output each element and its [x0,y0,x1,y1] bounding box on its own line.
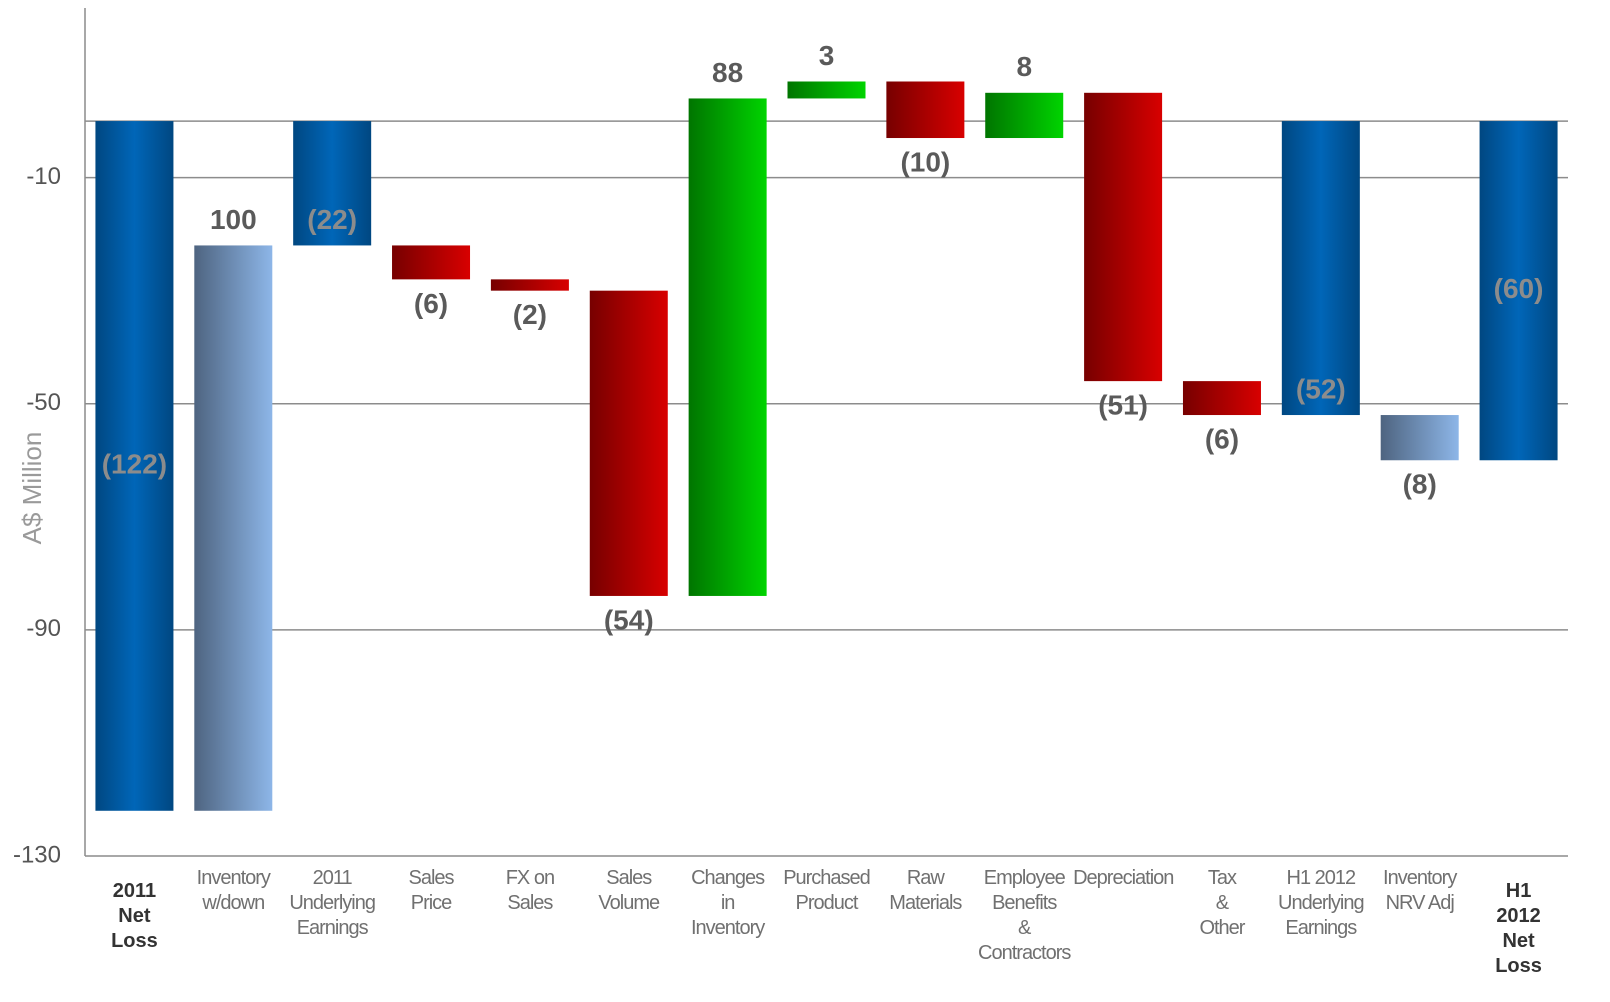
value-label: (122) [102,448,167,479]
bar [688,98,767,596]
value-label: (10) [900,146,950,177]
x-tick-label: H1 2012 Net Loss [1495,880,1542,977]
y-tick-label: -50 [26,389,61,416]
x-tick-label: Inventory w/down [196,867,271,914]
value-label: (6) [1205,423,1239,454]
value-label: 100 [210,204,257,235]
value-label: (51) [1098,390,1148,421]
x-tick-label: Tax & Other [1199,867,1245,939]
bar [787,81,866,99]
x-tick-label: Changes in Inventory [690,867,765,939]
x-tick-label: FX on Sales [505,867,555,914]
value-label: 8 [1016,51,1032,82]
x-tick-label: Inventory NRV Adj [1383,867,1457,914]
bar [985,92,1064,139]
bar [1281,121,1360,416]
bar [886,81,965,139]
x-tick-label: 2011 Net Loss [111,880,158,952]
bar [1479,121,1558,461]
bar [194,245,273,811]
y-axis-title: A$ Million [17,432,47,545]
value-label: (2) [513,299,547,330]
x-tick-label: Sales Price [408,867,455,914]
x-tick-label: H1 2012 Underlying Earnings [1278,867,1365,939]
x-tick-label: Employee Benefits & Contractors [978,867,1071,964]
value-label: 88 [712,57,743,88]
bar [1380,415,1459,461]
value-label: (6) [414,288,448,319]
bar [95,121,174,811]
bar [490,279,569,291]
y-tick-label: -90 [26,615,61,642]
bar [589,290,668,596]
x-tick-label: Raw Materials [889,867,962,914]
x-tick-label: Sales Volume [598,867,660,914]
value-label: (22) [307,204,357,235]
y-tick-label: -10 [26,163,61,190]
value-label: (60) [1494,273,1544,304]
x-tick-label: Depreciation [1073,867,1174,889]
x-tick-label: 2011 Underlying Earnings [289,867,376,939]
x-tick-label: Purchased Product [783,867,871,914]
bar [293,121,372,246]
value-label: (8) [1403,469,1437,500]
bar [1182,381,1261,416]
y-tick-label: -130 [13,841,61,868]
bar [392,245,471,280]
value-label: 3 [819,40,835,71]
bar [1084,92,1163,382]
value-label: (54) [604,604,654,635]
value-label: (52) [1296,373,1346,404]
